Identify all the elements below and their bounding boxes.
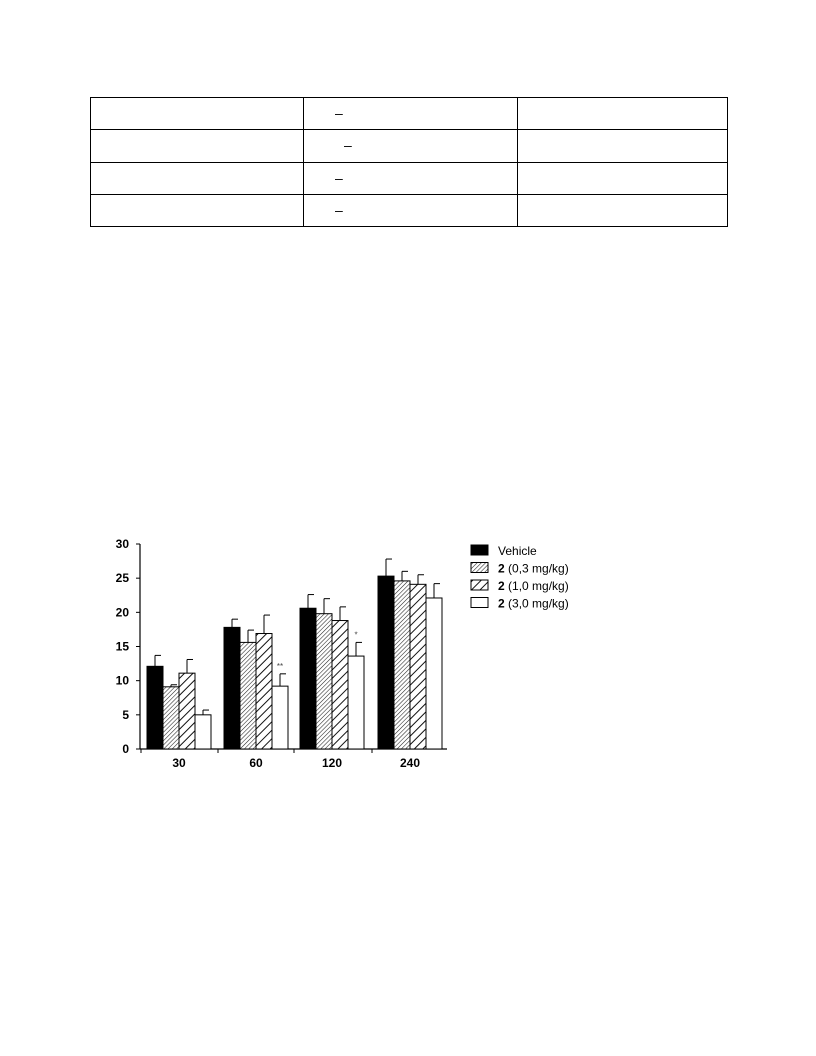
legend-label: 2 (0,3 mg/kg) (498, 562, 569, 576)
table-cell: – (303, 129, 518, 163)
bar (393, 580, 411, 750)
bar (194, 714, 212, 750)
table-cell: – (303, 193, 518, 228)
bar (239, 641, 257, 750)
table-cell (90, 161, 304, 195)
table-cell (517, 193, 728, 228)
bar (255, 633, 273, 750)
bar (425, 597, 443, 750)
bar (162, 686, 180, 750)
dash-mark: – (335, 169, 343, 186)
legend-compound-number: 2 (498, 597, 505, 611)
data-table: – – – – (90, 96, 728, 228)
x-tick-label: 60 (249, 756, 263, 770)
legend-text: (3,0 mg/kg) (505, 597, 569, 611)
y-tick-label: 25 (116, 571, 130, 585)
legend-swatch (470, 544, 489, 556)
x-tick-label: 30 (172, 756, 186, 770)
y-tick-label: 5 (122, 708, 129, 722)
legend-compound-number: 2 (498, 562, 505, 576)
y-tick-label: 20 (116, 605, 130, 619)
bar (377, 575, 395, 750)
significance-label: * (354, 630, 357, 639)
x-tick-label: 240 (400, 756, 420, 770)
bar (409, 583, 427, 750)
legend-swatch (470, 579, 489, 591)
x-tick-label: 120 (322, 756, 342, 770)
dash-mark: – (335, 201, 343, 218)
y-tick-label: 10 (116, 674, 130, 688)
table-cell (90, 129, 304, 163)
bar (315, 613, 333, 750)
y-tick-label: 15 (116, 640, 130, 654)
table-cell: – (303, 161, 518, 195)
legend-text: Vehicle (498, 544, 537, 558)
bar (299, 607, 317, 750)
table-cell (90, 193, 304, 228)
significance-label: ** (277, 662, 283, 671)
y-tick-label: 30 (116, 537, 130, 551)
table-cell (90, 96, 304, 131)
legend-swatch (470, 597, 489, 608)
table-row: – (90, 161, 728, 195)
bar (146, 665, 164, 750)
table-row: – (90, 96, 728, 131)
bar (331, 620, 349, 750)
dash-mark: – (335, 105, 343, 122)
table-cell: – (303, 96, 518, 131)
bar (223, 626, 241, 750)
bar (178, 672, 196, 750)
dash-mark: – (344, 137, 352, 154)
legend-text: (0,3 mg/kg) (505, 562, 569, 576)
legend-label: 2 (1,0 mg/kg) (498, 579, 569, 593)
table-row: – (90, 129, 728, 163)
table-cell (517, 129, 728, 163)
table-row: – (90, 193, 728, 228)
legend-label: Vehicle (498, 544, 537, 558)
bar (271, 685, 289, 750)
bar-chart: 0 5 10 15 20 25 30 30 60 120 240 ** * Vehicle 2 (0,3… (100, 528, 620, 778)
y-tick-label: 0 (122, 742, 129, 756)
table-cell (517, 161, 728, 195)
legend-text: (1,0 mg/kg) (505, 579, 569, 593)
table-cell (517, 96, 728, 131)
legend-label: 2 (3,0 mg/kg) (498, 597, 569, 611)
legend-swatch (470, 562, 489, 573)
legend-compound-number: 2 (498, 579, 505, 593)
bar (347, 655, 365, 750)
